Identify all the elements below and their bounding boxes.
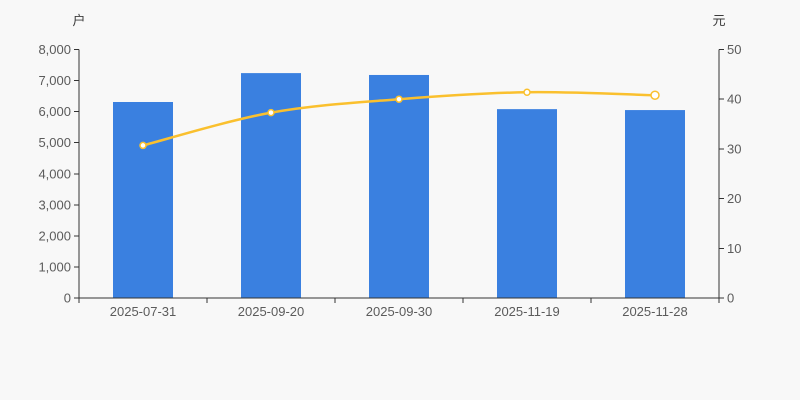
bar-2025-11-28[interactable] xyxy=(625,110,685,299)
left-axis-unit-label: 户 xyxy=(72,13,86,28)
right-axis-tick-label: 40 xyxy=(727,92,741,107)
line-point-2025-11-28[interactable] xyxy=(650,90,660,100)
left-axis-tick-label: 7,000 xyxy=(38,73,71,88)
left-axis-tick-label: 4,000 xyxy=(38,166,71,181)
line-point-2025-09-30[interactable] xyxy=(395,95,403,103)
right-axis-tick-label: 30 xyxy=(727,141,741,156)
left-axis-tick-label: 3,000 xyxy=(38,197,71,212)
line-point-2025-07-31[interactable] xyxy=(139,141,147,150)
x-axis-category-label: 2025-11-19 xyxy=(494,304,560,319)
right-axis-tick-label: 50 xyxy=(727,42,741,57)
left-axis-tick-label: 1,000 xyxy=(38,259,71,274)
bar-2025-09-20[interactable] xyxy=(241,73,301,298)
left-axis-tick-label: 0 xyxy=(64,291,71,306)
left-axis-tick-label: 2,000 xyxy=(38,228,71,243)
left-axis-tick-label: 8,000 xyxy=(38,42,71,57)
x-axis-category-label: 2025-09-20 xyxy=(238,304,305,319)
right-axis-tick-label: 0 xyxy=(727,291,734,306)
bar-2025-09-30[interactable] xyxy=(369,74,429,298)
left-axis-tick-label: 5,000 xyxy=(38,135,71,150)
line-point-2025-09-20[interactable] xyxy=(267,108,275,117)
x-axis-category-label: 2025-07-31 xyxy=(110,304,177,319)
bar-2025-07-31[interactable] xyxy=(113,101,173,298)
left-axis-tick-label: 6,000 xyxy=(38,104,71,119)
right-axis-unit-label: 元 xyxy=(712,13,726,28)
right-axis-tick-label: 20 xyxy=(727,191,741,206)
bar-2025-11-19[interactable] xyxy=(497,109,557,298)
line-point-2025-11-19[interactable] xyxy=(523,88,531,96)
right-axis-tick-label: 10 xyxy=(727,241,741,256)
x-axis-category-label: 2025-11-28 xyxy=(622,304,688,319)
x-axis-category-label: 2025-09-30 xyxy=(366,304,433,319)
